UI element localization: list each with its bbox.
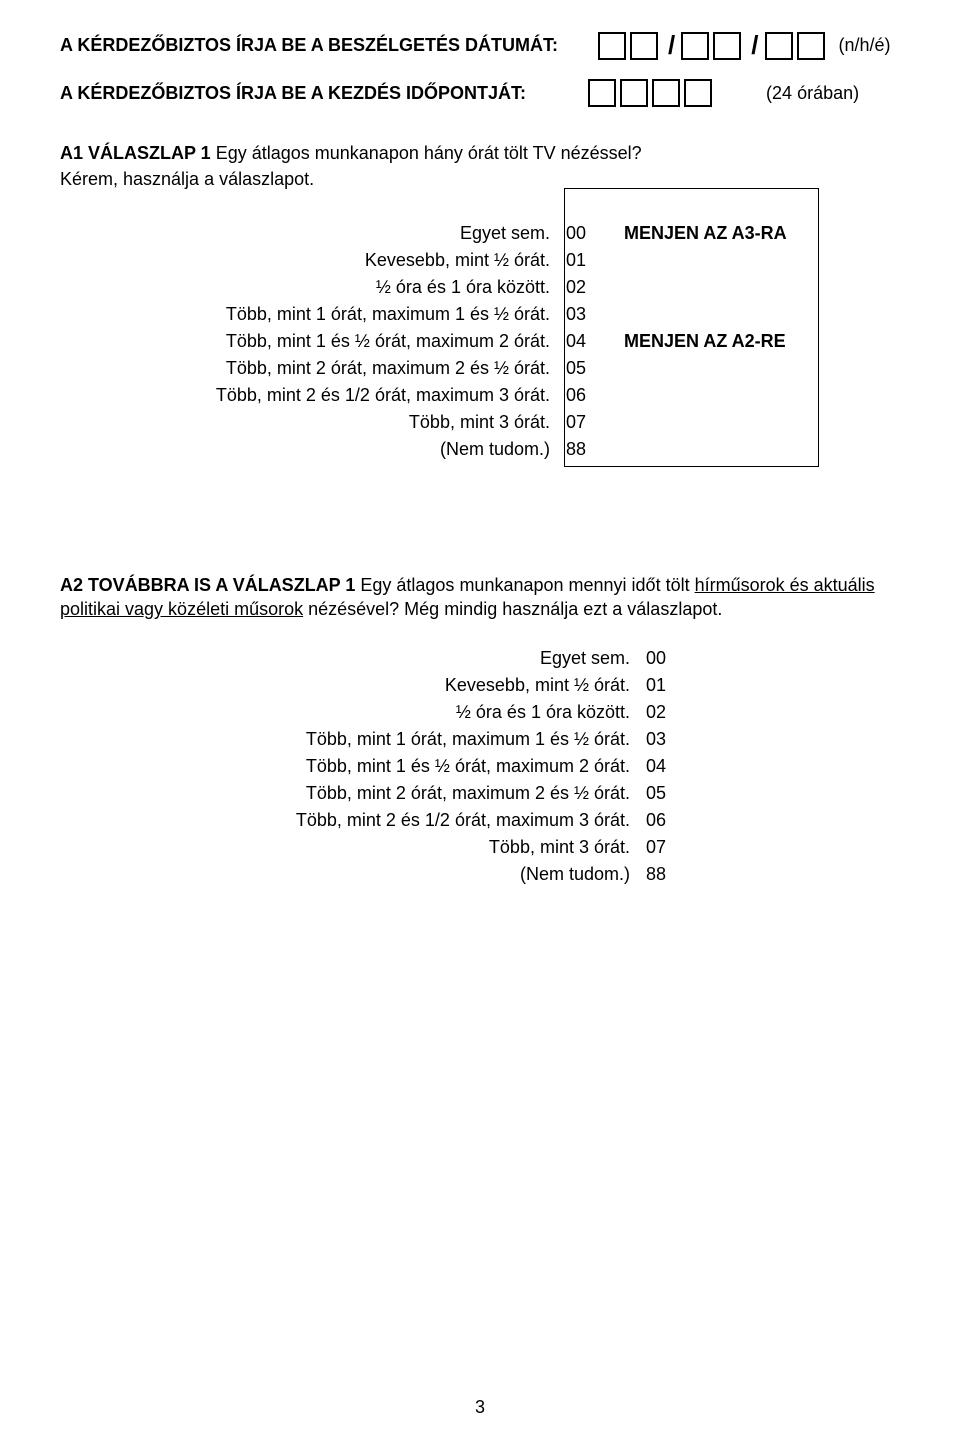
a2-row-code: 06 xyxy=(640,807,704,834)
date-suffix: (n/h/é) xyxy=(839,35,891,56)
a2-row-label: ½ óra és 1 óra között. xyxy=(200,699,640,726)
a2-row-code: 07 xyxy=(640,834,704,861)
time-label: A KÉRDEZŐBIZTOS ÍRJA BE A KEZDÉS IDŐPONT… xyxy=(60,83,526,104)
time-row: A KÉRDEZŐBIZTOS ÍRJA BE A KEZDÉS IDŐPONT… xyxy=(60,79,900,107)
a1-title: A1 VÁLASZLAP 1 xyxy=(60,143,211,163)
a1-row-label: Több, mint 2 órát, maximum 2 és ½ órát. xyxy=(120,355,560,382)
a2-answers: Egyet sem. 00 Kevesebb, mint ½ órát. 01 … xyxy=(200,645,900,888)
a1-row-label: Több, mint 1 és ½ órát, maximum 2 órát. xyxy=(120,328,560,355)
a2-row-label: Több, mint 1 órát, maximum 1 és ½ órát. xyxy=(200,726,640,753)
date-box[interactable] xyxy=(598,32,626,60)
a1-answers-wrap: Egyet sem. 00 MENJEN AZ A3-RA Kevesebb, … xyxy=(120,192,824,463)
time-box[interactable] xyxy=(652,79,680,107)
a2-row-code: 00 xyxy=(640,645,704,672)
a2-row-label: Egyet sem. xyxy=(200,645,640,672)
a2-row-label: (Nem tudom.) xyxy=(200,861,640,888)
date-box[interactable] xyxy=(630,32,658,60)
a2-underline-2: politikai vagy közéleti műsorok xyxy=(60,599,303,619)
time-box[interactable] xyxy=(684,79,712,107)
time-suffix: (24 órában) xyxy=(766,83,859,104)
a2-title: A2 TOVÁBBRA IS A VÁLASZLAP 1 xyxy=(60,575,355,595)
a2-question: A2 TOVÁBBRA IS A VÁLASZLAP 1 Egy átlagos… xyxy=(60,573,900,622)
date-slash: / xyxy=(751,30,758,61)
date-box[interactable] xyxy=(713,32,741,60)
date-box[interactable] xyxy=(681,32,709,60)
a1-row-label: ½ óra és 1 óra között. xyxy=(120,274,560,301)
a2-row-label: Több, mint 2 és 1/2 órát, maximum 3 órát… xyxy=(200,807,640,834)
a2-row-label: Több, mint 1 és ½ órát, maximum 2 órát. xyxy=(200,753,640,780)
a2-row-code: 02 xyxy=(640,699,704,726)
a2-row-label: Kevesebb, mint ½ órát. xyxy=(200,672,640,699)
page: A KÉRDEZŐBIZTOS ÍRJA BE A BESZÉLGETÉS DÁ… xyxy=(0,0,960,1436)
a2-row-code: 04 xyxy=(640,753,704,780)
a1-code-frame xyxy=(564,188,819,467)
a1-row-label: Több, mint 2 és 1/2 órát, maximum 3 órát… xyxy=(120,382,560,409)
date-box[interactable] xyxy=(797,32,825,60)
time-box[interactable] xyxy=(620,79,648,107)
a1-text: Egy átlagos munkanapon hány órát tölt TV… xyxy=(211,143,642,163)
page-number: 3 xyxy=(0,1397,960,1418)
a2-row-code: 88 xyxy=(640,861,704,888)
date-boxes: / / (n/h/é) xyxy=(598,30,891,61)
a2-underline-1: hírműsorok és aktuális xyxy=(695,575,875,595)
a2-row-label: Több, mint 2 órát, maximum 2 és ½ órát. xyxy=(200,780,640,807)
a1-question: A1 VÁLASZLAP 1 Egy átlagos munkanapon há… xyxy=(60,141,900,192)
a2-row-code: 05 xyxy=(640,780,704,807)
date-label: A KÉRDEZŐBIZTOS ÍRJA BE A BESZÉLGETÉS DÁ… xyxy=(60,35,558,56)
a2-text-post: nézésével? Még mindig használja ezt a vá… xyxy=(303,599,722,619)
a1-row-label: Kevesebb, mint ½ órát. xyxy=(120,247,560,274)
date-row: A KÉRDEZŐBIZTOS ÍRJA BE A BESZÉLGETÉS DÁ… xyxy=(60,30,900,61)
a2-row-label: Több, mint 3 órát. xyxy=(200,834,640,861)
a1-row-label: Több, mint 3 órát. xyxy=(120,409,560,436)
a1-row-label: (Nem tudom.) xyxy=(120,436,560,463)
time-box[interactable] xyxy=(588,79,616,107)
a2-row-code: 03 xyxy=(640,726,704,753)
a1-row-label: Egyet sem. xyxy=(120,220,560,247)
a1-row-label: Több, mint 1 órát, maximum 1 és ½ órát. xyxy=(120,301,560,328)
a2-answers-wrap: Egyet sem. 00 Kevesebb, mint ½ órát. 01 … xyxy=(200,645,900,888)
date-box[interactable] xyxy=(765,32,793,60)
time-boxes: (24 órában) xyxy=(588,79,859,107)
date-slash: / xyxy=(668,30,675,61)
a2-text-pre: Egy átlagos munkanapon mennyi időt tölt xyxy=(355,575,694,595)
a2-row-code: 01 xyxy=(640,672,704,699)
